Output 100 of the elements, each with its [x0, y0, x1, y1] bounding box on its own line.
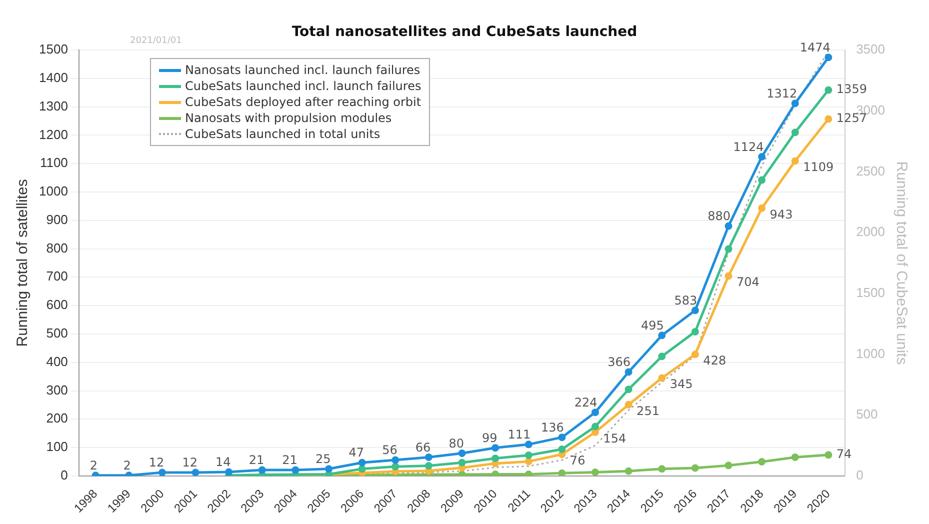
point	[158, 468, 166, 476]
point	[492, 444, 500, 452]
point	[424, 453, 432, 461]
data-label: 1312	[766, 86, 798, 101]
point	[791, 128, 799, 136]
data-label: 154	[603, 431, 626, 446]
point	[524, 470, 532, 476]
y-tick-label: 1300	[39, 98, 68, 114]
point	[624, 386, 632, 394]
y-tick-label: 200	[46, 410, 68, 426]
data-label: 1124	[733, 140, 764, 154]
data-label: 251	[636, 404, 660, 418]
point	[558, 434, 566, 442]
point	[724, 272, 732, 280]
data-label: 47	[348, 446, 364, 460]
y2-tick-label: 3500	[856, 42, 885, 57]
y2-tick-label: 0	[856, 468, 864, 483]
point	[691, 306, 699, 314]
point	[758, 458, 766, 466]
y-tick-label: 700	[46, 268, 68, 284]
data-label: 224	[574, 395, 598, 410]
y-tick-label: 800	[46, 240, 68, 256]
data-label: 428	[703, 354, 726, 368]
y-tick-label: 1100	[40, 155, 68, 170]
data-label: 21	[248, 453, 264, 468]
point	[292, 466, 300, 474]
point	[192, 468, 200, 476]
data-label: 704	[736, 275, 760, 290]
y-tick-label: 1000	[39, 184, 68, 199]
y-tick-label: 1400	[39, 70, 68, 85]
point	[358, 458, 366, 466]
point	[424, 462, 432, 470]
data-label: 583	[674, 294, 698, 308]
point	[691, 464, 699, 472]
point	[492, 470, 500, 476]
point	[658, 332, 666, 340]
data-label: 80	[448, 436, 464, 450]
y-tick-label: 900	[46, 212, 68, 227]
y-tick-label: 500	[46, 326, 68, 341]
y-tick-label: 300	[46, 382, 68, 398]
data-label: 2	[123, 458, 131, 472]
point	[458, 458, 466, 466]
y2-tick-label: 2000	[856, 224, 885, 240]
legend-label: Nanosats launched incl. launch failures	[185, 63, 420, 77]
data-label: 366	[608, 355, 631, 370]
y-tick-label: 1500	[39, 42, 68, 57]
point	[325, 465, 333, 473]
point	[824, 86, 832, 94]
legend-label: CubeSats launched in total units	[185, 127, 380, 141]
point	[724, 462, 732, 470]
data-label: 12	[182, 456, 198, 470]
point	[791, 100, 799, 108]
point	[558, 446, 566, 453]
point	[258, 466, 266, 474]
data-label: 25	[315, 452, 331, 466]
data-label: 345	[670, 377, 693, 392]
point	[824, 115, 832, 123]
data-label: 21	[282, 453, 298, 468]
point	[624, 368, 632, 376]
point	[658, 352, 666, 360]
text: 2021/01/01	[130, 36, 182, 46]
y-tick-label: 400	[46, 354, 68, 369]
data-label: 495	[640, 318, 664, 333]
y2-tick-label: 2500	[856, 163, 885, 178]
point	[225, 468, 233, 476]
data-label: 880	[708, 209, 730, 224]
point	[658, 465, 666, 473]
y2-axis-title: Running total of CubeSat units	[892, 161, 910, 365]
data-label: 1109	[803, 160, 834, 174]
point	[791, 157, 799, 165]
point	[758, 176, 766, 184]
point	[724, 245, 732, 253]
point	[492, 454, 500, 462]
point	[591, 422, 599, 430]
data-label: 66	[415, 440, 431, 454]
point	[524, 451, 532, 459]
point	[591, 468, 599, 476]
point	[691, 350, 699, 358]
legend-label: Nanosats with propulsion modules	[185, 111, 392, 125]
point	[624, 467, 632, 475]
point	[758, 153, 766, 161]
legend-label: CubeSats launched incl. launch failures	[185, 79, 422, 93]
data-label: 1474	[800, 40, 830, 55]
legend-label: CubeSats deployed after reaching orbit	[185, 95, 422, 109]
point	[791, 453, 799, 461]
point	[524, 458, 532, 466]
point	[824, 54, 832, 62]
point	[392, 462, 400, 470]
data-label: 14	[216, 455, 231, 470]
point	[758, 204, 766, 212]
data-label: 1359	[836, 82, 867, 96]
point	[824, 451, 832, 459]
point	[691, 328, 699, 336]
point	[358, 465, 366, 473]
data-label: 2	[90, 458, 98, 472]
y-axis-title: Running total of satellites	[14, 179, 32, 347]
data-label: 111	[508, 428, 531, 442]
y-tick-label: 100	[46, 439, 68, 454]
y-tick-label: 0	[60, 468, 68, 483]
data-label: 12	[148, 456, 164, 470]
